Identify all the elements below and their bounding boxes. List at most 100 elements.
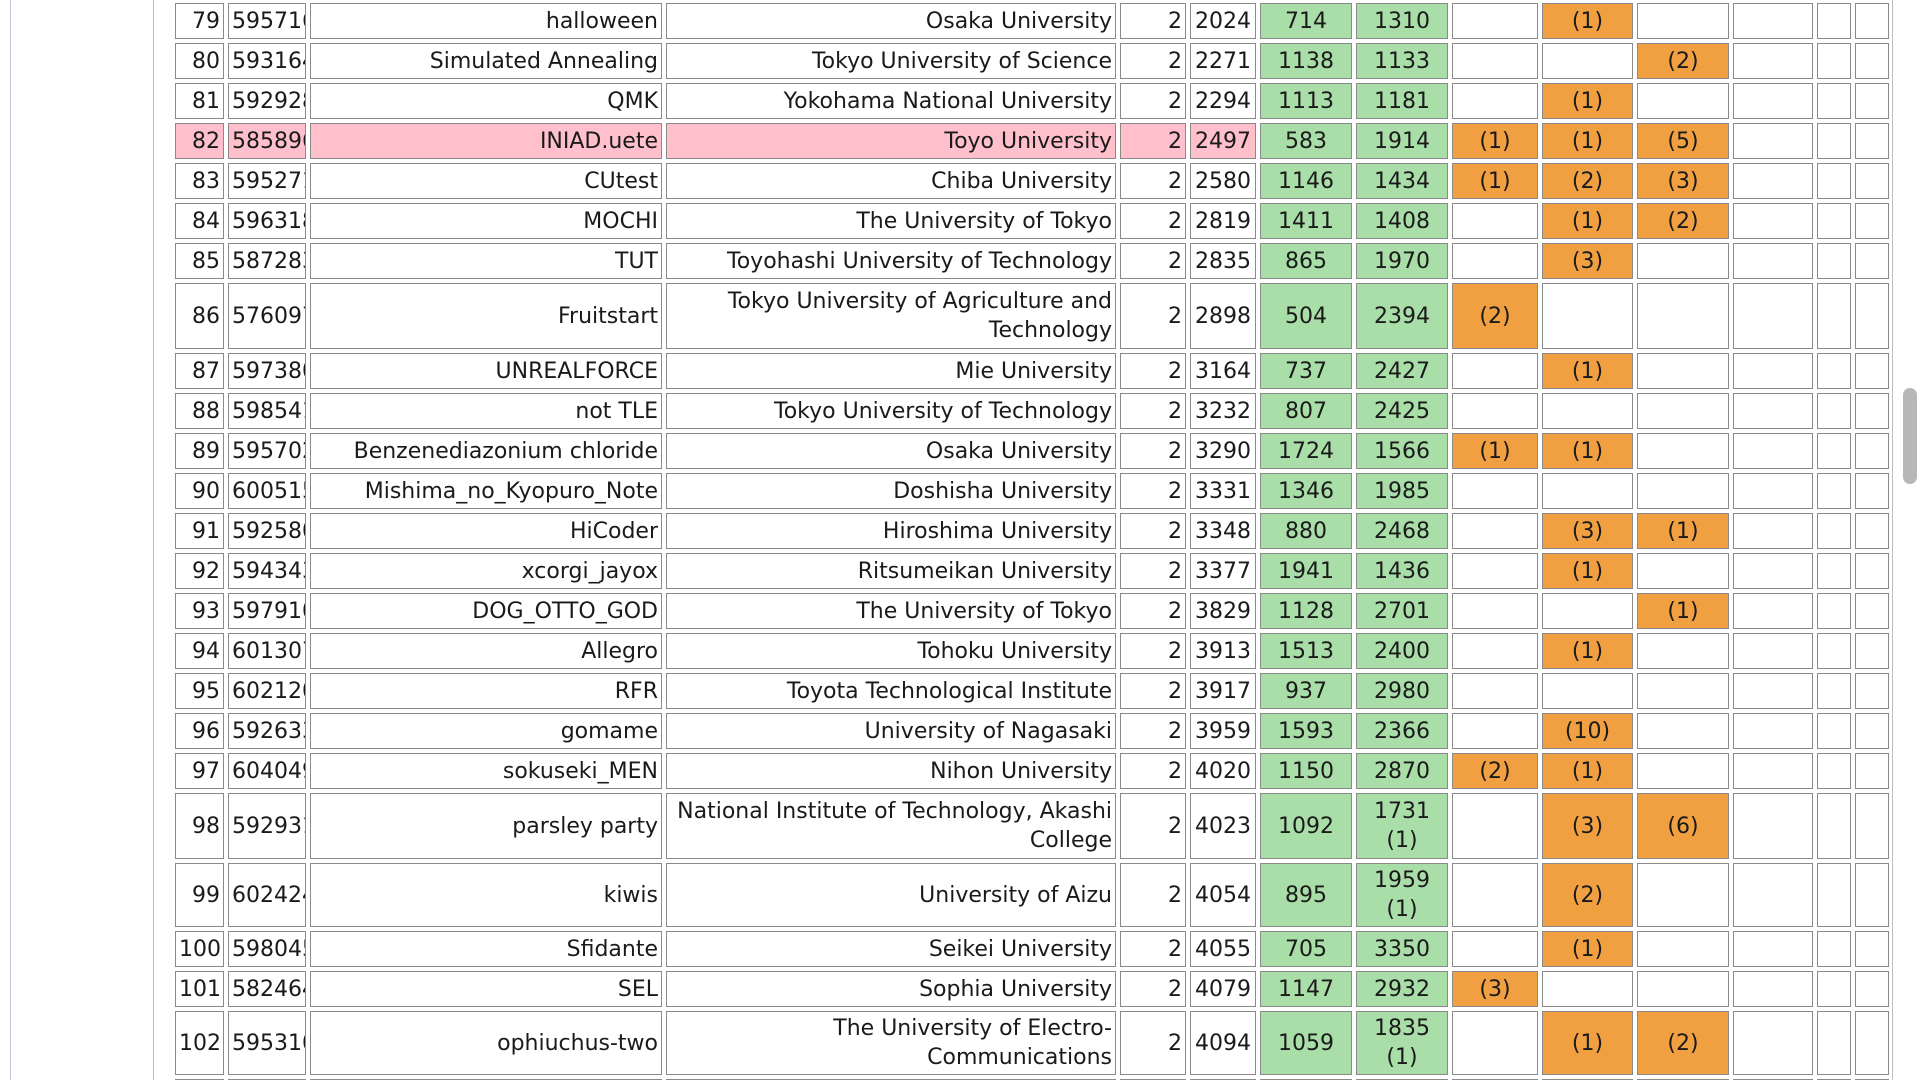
team-id-cell: 602120: [228, 673, 306, 709]
solved-count-cell: 2: [1120, 123, 1186, 159]
rank-cell: 93: [175, 593, 224, 629]
university-cell: Toyota Technological Institute: [666, 673, 1116, 709]
penalty-cell: 3232: [1190, 393, 1256, 429]
team-id-cell: 592931: [228, 793, 306, 859]
problem-e-cell: [1637, 931, 1729, 967]
penalty-cell: 2294: [1190, 83, 1256, 119]
problem-g-cell: [1817, 971, 1851, 1007]
problem-c-cell: [1452, 673, 1538, 709]
penalty-cell: 3829: [1190, 593, 1256, 629]
problem-d-cell: [1542, 393, 1633, 429]
problem-c-cell: [1452, 1011, 1538, 1075]
problem-f-cell: [1733, 473, 1813, 509]
problem-g-cell: [1817, 793, 1851, 859]
problem-f-cell: [1733, 863, 1813, 927]
university-cell: Tohoku University: [666, 633, 1116, 669]
problem-g-cell: [1817, 473, 1851, 509]
penalty-cell: 2898: [1190, 283, 1256, 349]
problem-h-cell: [1855, 243, 1889, 279]
problem-c-cell: [1452, 863, 1538, 927]
university-cell: Toyo University: [666, 123, 1116, 159]
solved-count-cell: 2: [1120, 433, 1186, 469]
problem-d-cell: (1): [1542, 931, 1633, 967]
penalty-cell: 4023: [1190, 793, 1256, 859]
problem-h-cell: [1855, 593, 1889, 629]
table-row: 86576097FruitstartTokyo University of Ag…: [175, 283, 1889, 349]
problem-f-cell: [1733, 123, 1813, 159]
problem-d-cell: [1542, 971, 1633, 1007]
solved-count-cell: 2: [1120, 863, 1186, 927]
problem-c-cell: [1452, 243, 1538, 279]
team-id-cell: 595310: [228, 1011, 306, 1075]
problem-g-cell: [1817, 123, 1851, 159]
problem-e-cell: [1637, 243, 1729, 279]
problem-g-cell: [1817, 593, 1851, 629]
solved-count-cell: 2: [1120, 353, 1186, 389]
problem-g-cell: [1817, 3, 1851, 39]
university-cell: Tokyo University of Agriculture and Tech…: [666, 283, 1116, 349]
problem-h-cell: [1855, 713, 1889, 749]
problem-c-cell: [1452, 931, 1538, 967]
problem-f-cell: [1733, 513, 1813, 549]
rank-cell: 99: [175, 863, 224, 927]
problem-d-cell: [1542, 593, 1633, 629]
table-row: 99602424kiwisUniversity of Aizu240548951…: [175, 863, 1889, 927]
penalty-cell: 3164: [1190, 353, 1256, 389]
problem-f-cell: [1733, 931, 1813, 967]
problem-h-cell: [1855, 433, 1889, 469]
university-cell: Mie University: [666, 353, 1116, 389]
team-name-cell: HiCoder: [310, 513, 662, 549]
problem-e-cell: [1637, 473, 1729, 509]
team-name-cell: MOCHI: [310, 203, 662, 239]
problem-a-cell: 714: [1260, 3, 1352, 39]
vertical-scrollbar[interactable]: [1896, 0, 1920, 1080]
problem-h-cell: [1855, 473, 1889, 509]
rank-cell: 91: [175, 513, 224, 549]
problem-d-cell: (1): [1542, 553, 1633, 589]
university-cell: Nihon University: [666, 753, 1116, 789]
problem-g-cell: [1817, 83, 1851, 119]
problem-a-cell: 1346: [1260, 473, 1352, 509]
penalty-cell: 3290: [1190, 433, 1256, 469]
problem-b-cell: 2870: [1356, 753, 1448, 789]
problem-b-cell: 2425: [1356, 393, 1448, 429]
problem-h-cell: [1855, 283, 1889, 349]
problem-e-cell: (2): [1637, 1011, 1729, 1075]
table-row: 91592580HiCoderHiroshima University23348…: [175, 513, 1889, 549]
problem-d-cell: (1): [1542, 3, 1633, 39]
problem-d-cell: [1542, 473, 1633, 509]
problem-d-cell: (2): [1542, 863, 1633, 927]
problem-b-cell: 2400: [1356, 633, 1448, 669]
team-name-cell: parsley party: [310, 793, 662, 859]
solved-count-cell: 2: [1120, 243, 1186, 279]
team-id-cell: 585896: [228, 123, 306, 159]
team-name-cell: Benzenediazonium chloride: [310, 433, 662, 469]
solved-count-cell: 2: [1120, 513, 1186, 549]
problem-c-cell: [1452, 793, 1538, 859]
problem-e-cell: (5): [1637, 123, 1729, 159]
problem-b-cell: 1985: [1356, 473, 1448, 509]
university-cell: Sophia University: [666, 971, 1116, 1007]
problem-f-cell: [1733, 3, 1813, 39]
team-id-cell: 604049: [228, 753, 306, 789]
team-id-cell: 598541: [228, 393, 306, 429]
team-name-cell: not TLE: [310, 393, 662, 429]
problem-g-cell: [1817, 673, 1851, 709]
problem-c-cell: (1): [1452, 163, 1538, 199]
solved-count-cell: 2: [1120, 593, 1186, 629]
team-name-cell: CUtest: [310, 163, 662, 199]
university-cell: Yokohama National University: [666, 83, 1116, 119]
university-cell: Chiba University: [666, 163, 1116, 199]
problem-f-cell: [1733, 673, 1813, 709]
team-id-cell: 592633: [228, 713, 306, 749]
team-name-cell: RFR: [310, 673, 662, 709]
scrollbar-thumb[interactable]: [1903, 388, 1917, 484]
rank-cell: 83: [175, 163, 224, 199]
problem-b-cell: 2932: [1356, 971, 1448, 1007]
rank-cell: 94: [175, 633, 224, 669]
university-cell: Ritsumeikan University: [666, 553, 1116, 589]
table-row: 100598045SfidanteSeikei University240557…: [175, 931, 1889, 967]
rank-cell: 96: [175, 713, 224, 749]
problem-g-cell: [1817, 931, 1851, 967]
